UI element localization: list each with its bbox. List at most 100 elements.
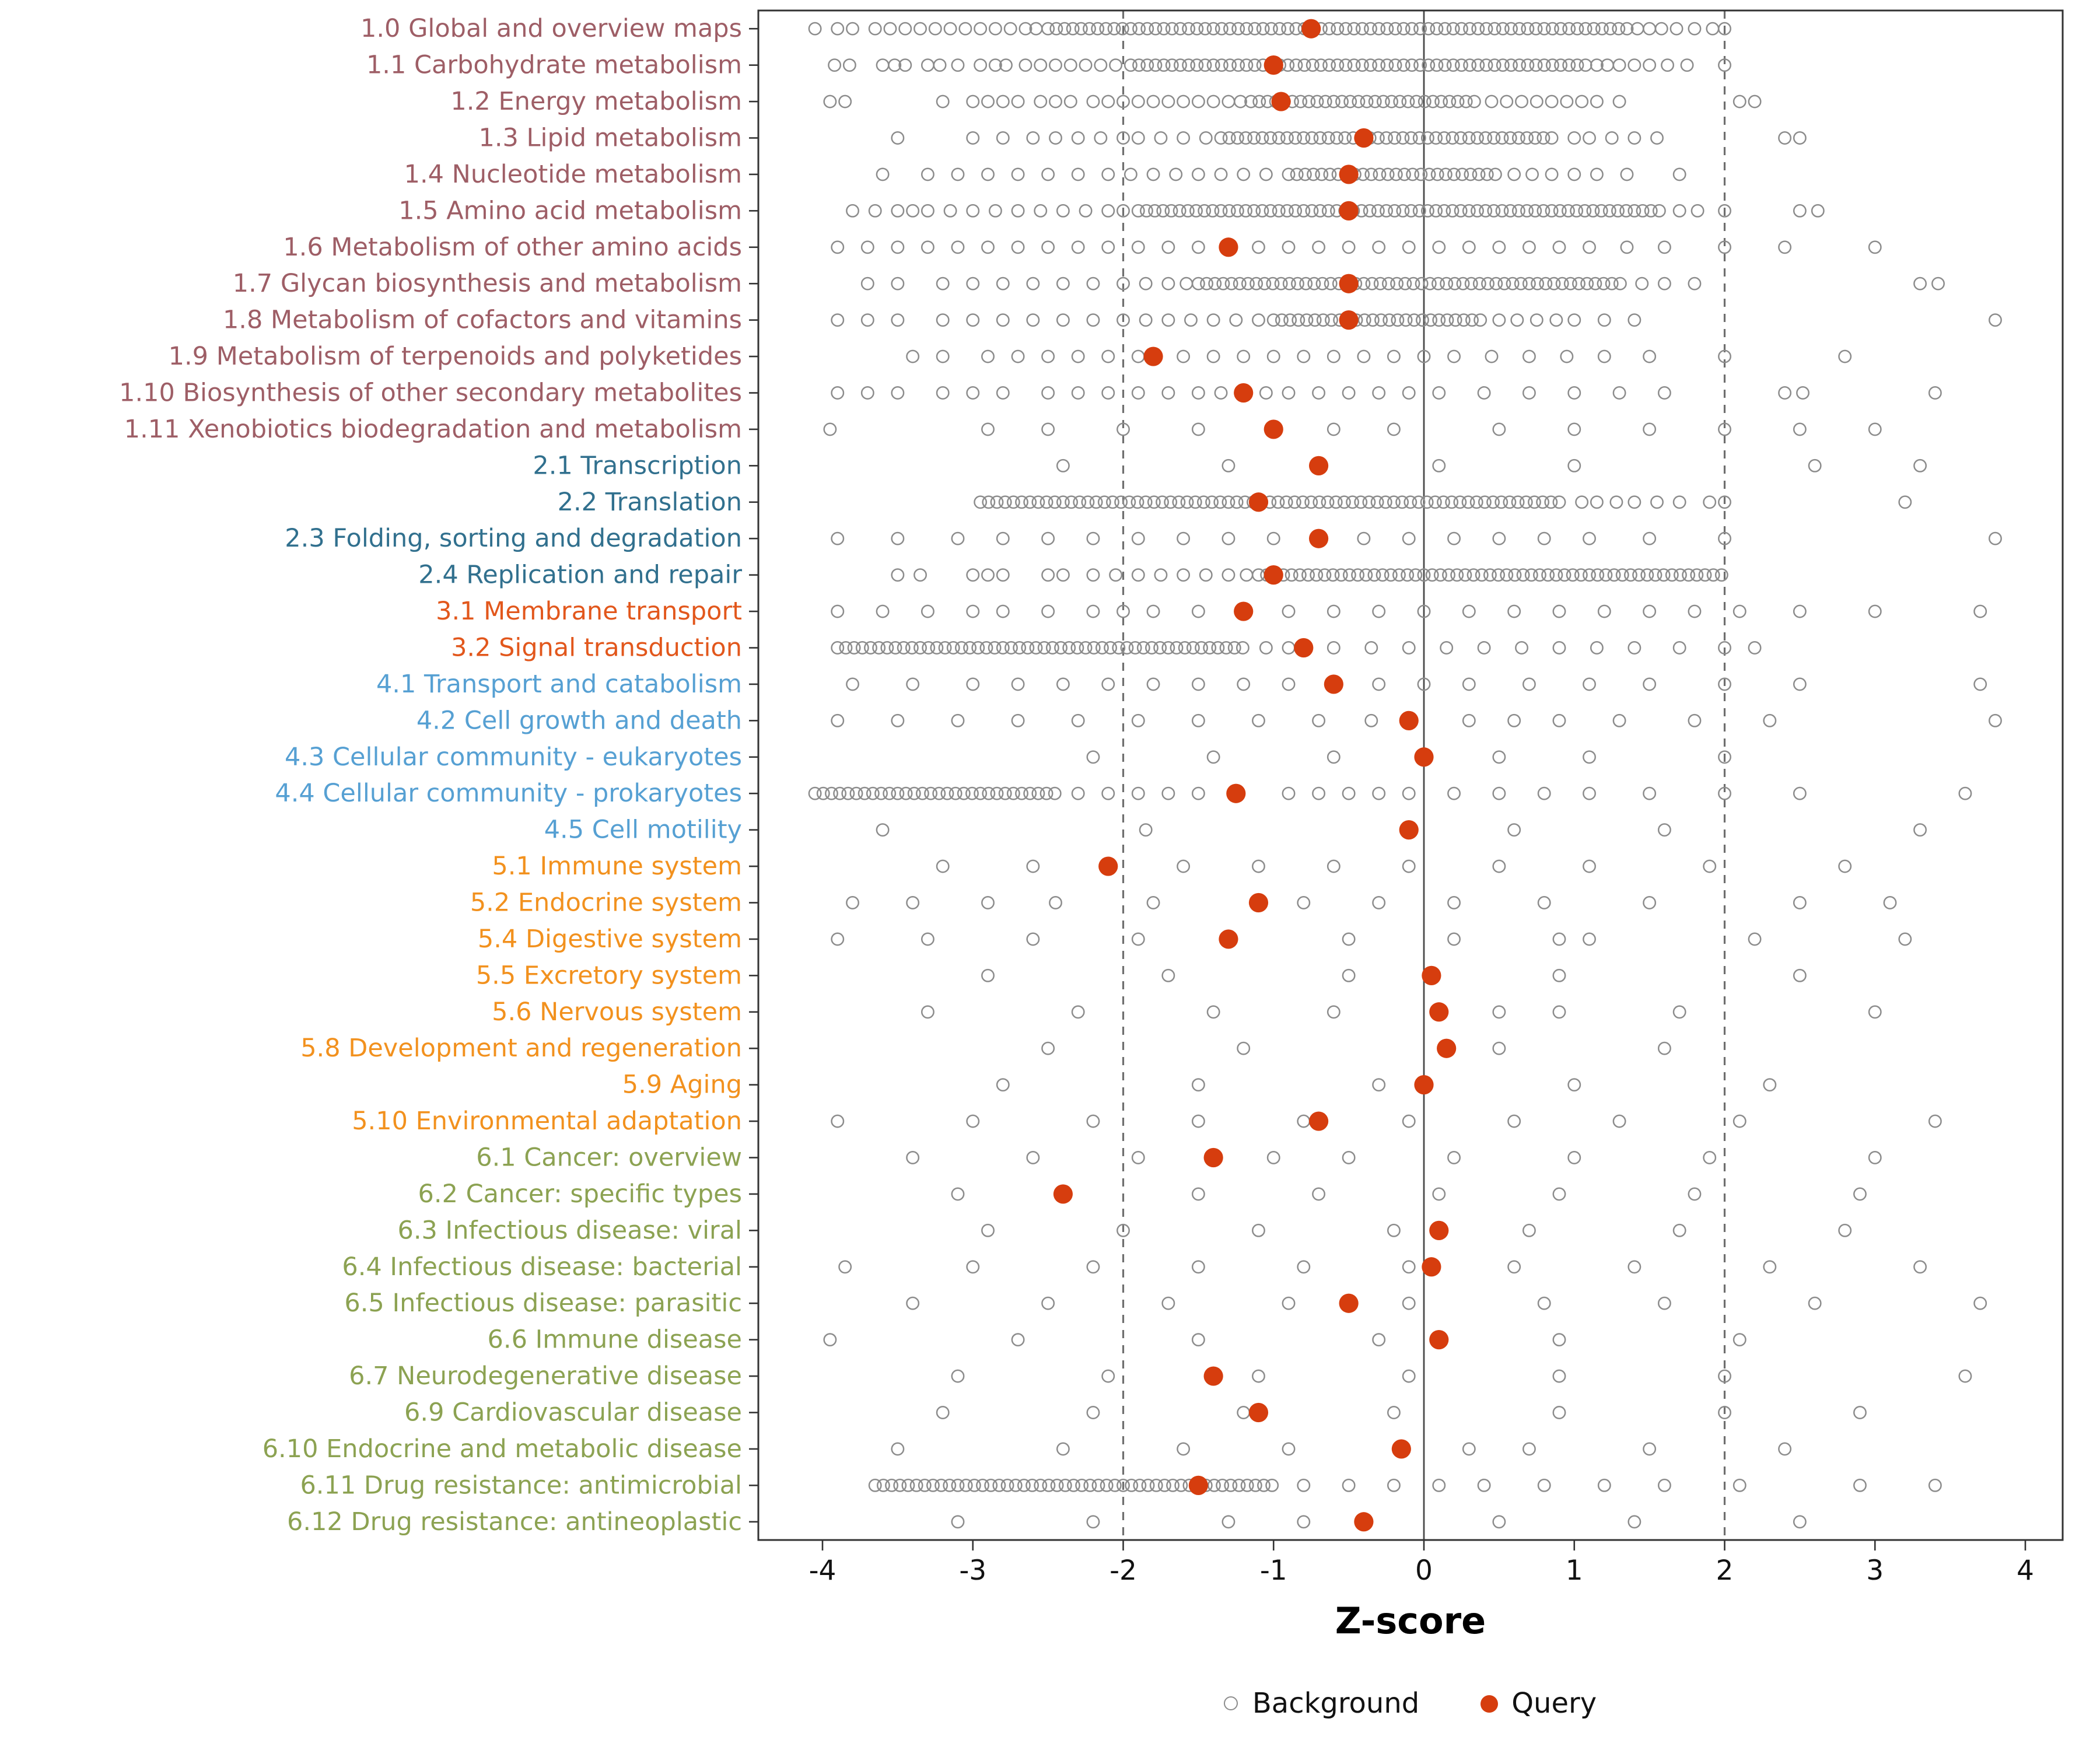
background-point xyxy=(1086,276,1100,290)
background-point xyxy=(1342,932,1356,946)
x-axis-title: Z-score xyxy=(1335,1600,1486,1642)
background-point xyxy=(1448,313,1462,327)
background-point xyxy=(1583,531,1596,545)
background-point xyxy=(1492,531,1506,545)
background-point xyxy=(1793,131,1807,145)
background-point xyxy=(1853,1406,1867,1419)
background-point xyxy=(1507,823,1521,837)
background-point xyxy=(1364,22,1377,36)
background-point xyxy=(1464,276,1478,290)
background-point xyxy=(1233,276,1247,290)
background-point xyxy=(1149,1478,1163,1492)
query-point xyxy=(1339,164,1359,184)
background-point xyxy=(1537,1296,1551,1310)
background-point xyxy=(906,1151,920,1164)
background-point xyxy=(1437,495,1450,509)
chart-row: 4.2 Cell growth and death xyxy=(416,706,2002,735)
background-point xyxy=(979,641,993,654)
background-point xyxy=(1480,167,1494,181)
background-point xyxy=(1372,22,1386,36)
background-point xyxy=(880,641,894,654)
background-point xyxy=(1131,932,1145,946)
background-point xyxy=(1222,1515,1236,1529)
background-point xyxy=(1438,22,1452,36)
background-point xyxy=(831,641,845,654)
background-point xyxy=(951,531,965,545)
background-point xyxy=(1530,94,1544,108)
background-point xyxy=(1257,1478,1270,1492)
background-point xyxy=(1161,313,1175,327)
background-point xyxy=(1240,58,1254,72)
background-point xyxy=(860,313,874,327)
background-point xyxy=(1399,313,1413,327)
background-point xyxy=(1161,786,1175,800)
chart-row: 2.3 Folding, sorting and degradation xyxy=(285,524,2002,553)
background-point xyxy=(1011,240,1025,254)
background-point xyxy=(1528,204,1542,218)
background-point xyxy=(1305,131,1319,145)
background-point xyxy=(966,568,980,582)
background-point xyxy=(1511,131,1525,145)
y-axis-label: 5.10 Environmental adaptation xyxy=(352,1107,742,1136)
background-point xyxy=(936,386,950,400)
background-point xyxy=(1196,495,1210,509)
background-point xyxy=(1009,1478,1023,1492)
background-point xyxy=(1314,58,1328,72)
background-point xyxy=(1496,22,1510,36)
background-point xyxy=(1446,58,1460,72)
background-point xyxy=(1597,1478,1611,1492)
background-point xyxy=(1682,568,1696,582)
background-point xyxy=(1101,94,1115,108)
background-point xyxy=(1413,22,1427,36)
background-point xyxy=(1522,1223,1536,1237)
background-point xyxy=(1297,349,1311,363)
y-axis-label: 1.3 Lipid metabolism xyxy=(479,124,743,153)
background-point xyxy=(1271,495,1285,509)
background-point xyxy=(1462,131,1476,145)
background-point xyxy=(981,240,995,254)
background-point xyxy=(1406,276,1420,290)
background-point xyxy=(1239,131,1253,145)
background-point xyxy=(1524,568,1538,582)
background-point xyxy=(1297,131,1311,145)
background-point xyxy=(1132,22,1146,36)
background-point xyxy=(1282,167,1296,181)
background-point xyxy=(1297,58,1311,72)
background-point xyxy=(1485,349,1499,363)
background-point xyxy=(1387,1406,1401,1419)
background-point xyxy=(966,94,980,108)
background-point xyxy=(1264,22,1278,36)
background-point xyxy=(1808,459,1822,473)
background-point xyxy=(1026,1478,1040,1492)
background-point xyxy=(1488,58,1502,72)
background-point xyxy=(1296,495,1310,509)
y-axis-label: 6.7 Neurodegenerative disease xyxy=(349,1362,742,1391)
background-point xyxy=(1387,422,1401,436)
background-point xyxy=(1050,1478,1064,1492)
background-point xyxy=(1415,276,1429,290)
y-axis-label: 5.1 Immune system xyxy=(492,852,742,881)
query-point xyxy=(1226,783,1246,803)
background-point xyxy=(1420,495,1434,509)
background-point xyxy=(1195,641,1208,654)
background-point xyxy=(1191,786,1205,800)
background-point xyxy=(891,713,905,727)
background-point xyxy=(1451,94,1465,108)
background-point xyxy=(1438,167,1452,181)
background-point xyxy=(1169,167,1183,181)
background-point xyxy=(1063,58,1077,72)
background-point xyxy=(1272,131,1286,145)
background-point xyxy=(1928,1114,1942,1128)
background-point xyxy=(1034,94,1048,108)
background-point xyxy=(1640,568,1654,582)
background-point xyxy=(966,313,980,327)
plot-panel xyxy=(758,10,2063,1540)
background-point xyxy=(1703,1151,1717,1164)
background-point xyxy=(1552,641,1566,654)
background-point xyxy=(1552,604,1566,618)
background-point xyxy=(833,786,847,800)
background-point xyxy=(1266,1151,1280,1164)
background-point xyxy=(1244,94,1258,108)
background-point xyxy=(1445,495,1459,509)
background-point xyxy=(1811,204,1825,218)
